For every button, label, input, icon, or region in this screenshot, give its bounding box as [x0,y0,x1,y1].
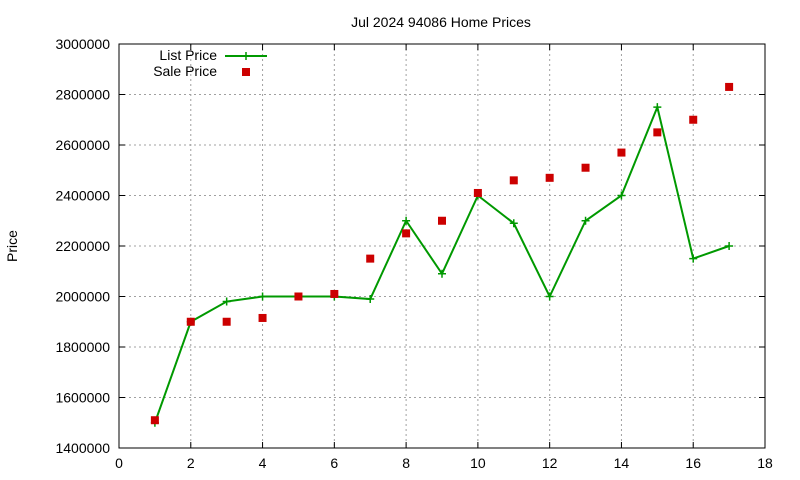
list-price-point [725,242,734,250]
y-tick-label: 2400000 [55,188,110,204]
list-price-point [545,292,554,301]
legend-label-list-price: List Price [159,47,217,63]
sale-price-point [617,148,626,157]
x-tick-label: 0 [115,455,123,471]
grid [119,44,765,448]
series-layer [150,82,734,427]
sale-price-point [689,115,698,124]
x-tick-label: 14 [614,455,630,471]
x-tick-label: 16 [685,455,701,471]
sale-price-point [545,173,554,182]
legend-marker-list-price [242,52,250,60]
sale-price-point [294,292,303,301]
y-tick-label: 2200000 [55,238,110,254]
y-tick-label: 2800000 [55,87,110,103]
x-tick-label: 4 [259,455,267,471]
sale-price-point [186,317,195,326]
y-tick-label: 1600000 [55,390,110,406]
list-price-point [653,103,662,112]
sale-price-point [438,216,446,225]
y-tick-label: 3000000 [55,36,110,52]
sale-price-point [258,313,267,322]
sale-price-point [330,289,339,298]
sale-price-point [222,317,231,326]
sale-price-point [402,229,411,238]
list-price-line [153,103,730,424]
x-tick-label: 8 [402,455,410,471]
legend: List Price Sale Price [153,47,267,79]
legend-marker-sale-price [242,68,250,76]
sale-price-point [581,163,590,172]
x-tick-label: 6 [330,455,338,471]
sale-price-point [509,176,518,185]
list-price-point [689,254,698,263]
y-tick-label: 2600000 [55,137,110,153]
sale-price-point [653,128,662,137]
x-tick-label: 10 [470,455,486,471]
legend-label-sale-price: Sale Price [153,63,217,79]
x-tick-label: 12 [542,455,558,471]
sale-price-point [150,416,159,425]
sale-price-point [366,254,375,263]
list-price-point [617,191,626,200]
list-price-point [366,295,375,304]
list-price-point [581,216,590,225]
y-tick-label: 1800000 [55,339,110,355]
sale-price-point [725,82,734,91]
list-price-point [509,219,518,228]
x-tick-label: 2 [187,455,195,471]
y-axis-label: Price [4,230,20,262]
axis-ticks: 0 2 4 6 8 10 12 14 16 18 1400000 1600000 1800000 2000… [55,36,773,471]
list-price-point [438,269,446,278]
list-price-point [402,216,411,225]
x-tick-label: 18 [757,455,773,471]
chart-title: Jul 2024 94086 Home Prices [351,14,531,30]
y-tick-label: 2000000 [55,289,110,305]
y-tick-label: 1400000 [55,440,110,456]
sale-price-point [473,188,482,197]
list-price-point [258,292,267,301]
list-price-point [222,297,231,306]
